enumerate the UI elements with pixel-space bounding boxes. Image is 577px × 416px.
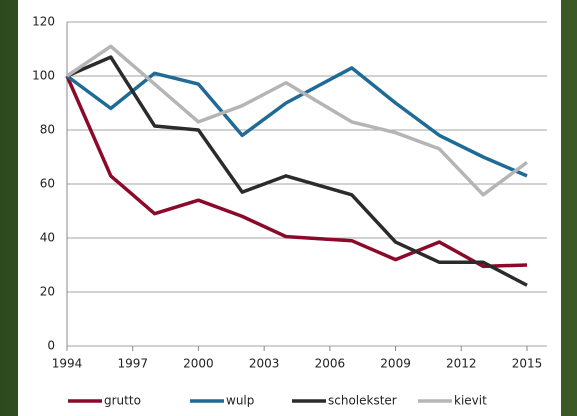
y-tick-label: 40 — [40, 231, 55, 245]
legend-label: scholekster — [328, 394, 397, 408]
x-tick-label: 1997 — [117, 357, 148, 371]
series-line — [65, 75, 528, 269]
chart-panel — [18, 0, 561, 416]
x-tick-label: 2000 — [183, 357, 214, 371]
x-tick-label: 2006 — [315, 357, 346, 371]
x-tick-label: 2009 — [380, 357, 411, 371]
y-tick-label: 0 — [47, 339, 55, 353]
y-tick-label: 20 — [40, 285, 55, 299]
x-tick-label: 2012 — [446, 357, 477, 371]
x-tick-label: 2015 — [512, 357, 543, 371]
y-tick-label: 60 — [40, 177, 55, 191]
legend-label: kievit — [454, 394, 487, 408]
x-tick-label: 2003 — [249, 357, 280, 371]
y-tick-label: 100 — [32, 69, 55, 83]
series-line — [65, 66, 528, 178]
series-line — [66, 44, 529, 197]
legend-label: grutto — [104, 394, 141, 408]
legend-label: wulp — [226, 394, 254, 408]
y-tick-label: 120 — [32, 15, 55, 29]
x-tick-label: 1994 — [52, 357, 83, 371]
series-line — [66, 55, 528, 287]
y-tick-label: 80 — [40, 123, 55, 137]
